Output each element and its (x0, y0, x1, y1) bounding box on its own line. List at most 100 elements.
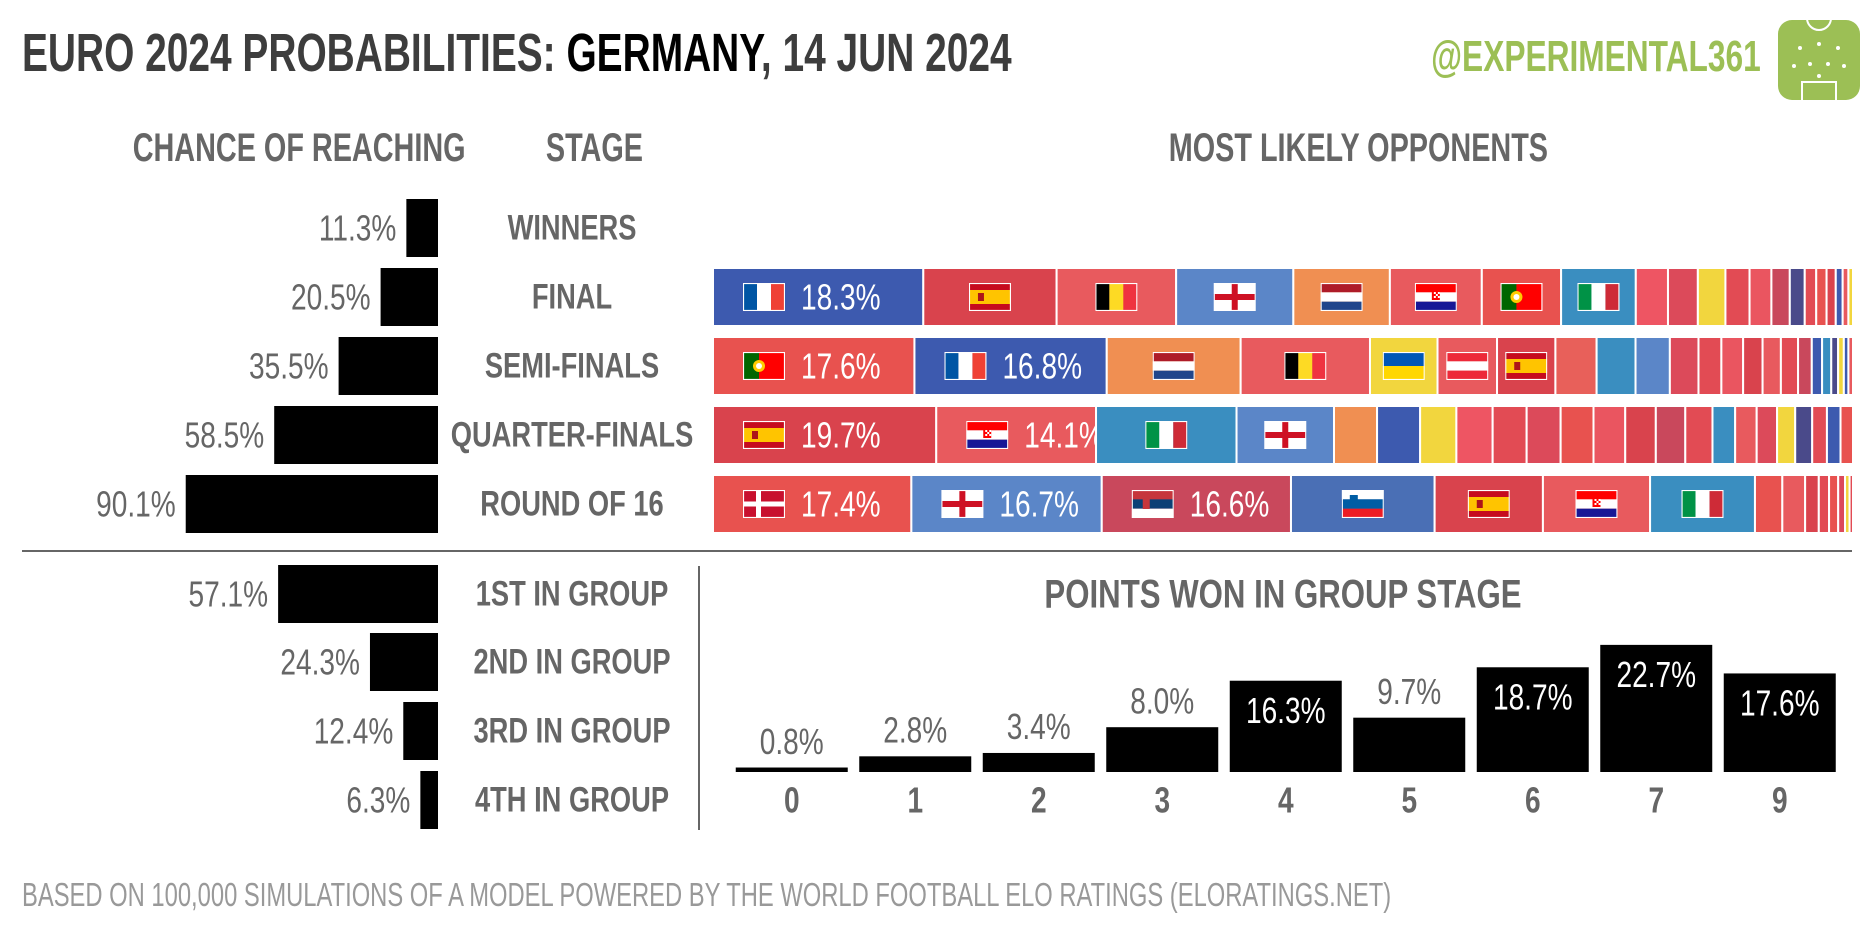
points-value-label-group: 3.4% (1007, 707, 1071, 747)
opponent-segment (1811, 405, 1828, 465)
opponent-segment (1095, 405, 1238, 465)
group-bar-1 (369, 633, 438, 691)
points-value-label-group: 16.3% (1246, 691, 1326, 731)
opponent-segment (1711, 405, 1737, 465)
group-stage-label: 3RD IN GROUP (473, 711, 670, 750)
points-tick-label: 1 (907, 780, 923, 820)
flag-holder (743, 421, 785, 449)
points-tick-label-group: 5 (1401, 780, 1417, 820)
points-tick-label: 9 (1772, 780, 1788, 820)
points-value-label-group: 0.8% (760, 721, 824, 761)
flag-holder (1575, 490, 1618, 518)
opponent-percentage: 19.7% (801, 415, 881, 455)
opponent-segment (1810, 336, 1824, 396)
points-chart-title-group: POINTS WON IN GROUP STAGE (1044, 572, 1521, 617)
opponent-segment (1654, 405, 1687, 465)
opponent-percentage: 17.6% (801, 346, 881, 386)
france-flag-icon (944, 352, 987, 380)
opponent-segment (1376, 405, 1422, 465)
stage-label: SEMI-FINALS (485, 346, 659, 385)
austria-flag-icon (1446, 352, 1489, 380)
group-finish-chart: 57.1% 1ST IN GROUP 24.3% 2ND IN GROUP 12.4% 3… (189, 565, 671, 829)
stage-label-group: SEMI-FINALS (485, 346, 659, 385)
flag-holder (1320, 283, 1363, 311)
points-value-label: 17.6% (1740, 683, 1820, 723)
stage-label-group: QUARTER-FINALS (451, 415, 694, 454)
group-stage-label-group: 2ND IN GROUP (473, 642, 670, 681)
points-bar-5 (1353, 717, 1466, 772)
flag-holder (743, 352, 785, 380)
stage-label: WINNERS (508, 208, 637, 247)
italy-flag-icon (1681, 490, 1724, 518)
opponent-percentage-group: 18.3% (801, 277, 881, 317)
flag-holder (1284, 352, 1327, 380)
reach-value-label-group: 35.5% (249, 346, 329, 386)
group-stage-label: 4TH IN GROUP (475, 780, 669, 819)
reach-bar-1 (380, 268, 438, 326)
opponent-segment (1825, 405, 1842, 465)
opponent-segment (1817, 474, 1831, 534)
group-value-label: 12.4% (314, 711, 394, 751)
flag-holder (1095, 283, 1138, 311)
denmark-flag-icon (743, 490, 785, 518)
flag-holder (743, 490, 785, 518)
flag-holder (1382, 352, 1425, 380)
points-value-label-group: 17.6% (1740, 683, 1820, 723)
points-tick-label: 4 (1278, 780, 1294, 820)
opponent-segment (1753, 474, 1784, 534)
points-value-label-group: 8.0% (1130, 681, 1194, 721)
portugal-flag-icon (743, 352, 785, 380)
reach-value-label: 11.3% (319, 208, 396, 248)
points-value-label: 3.4% (1007, 707, 1071, 747)
group-stage-label-group: 3RD IN GROUP (473, 711, 670, 750)
opponent-segment (1554, 336, 1598, 396)
opponent-segment (1839, 405, 1854, 465)
reach-value-label-group: 90.1% (96, 484, 176, 524)
opponent-percentage: 16.6% (1190, 484, 1270, 524)
opponent-segment (1788, 267, 1806, 327)
flag-holder (1145, 421, 1188, 449)
opponent-segment (1804, 474, 1820, 534)
points-chart: POINTS WON IN GROUP STAGE 0.8% 0 2.8% 1 3.4% 2… (735, 572, 1836, 820)
points-bar-0 (735, 767, 848, 772)
points-value-label: 2.8% (883, 710, 947, 750)
flag-holder (1213, 283, 1256, 311)
netherlands-flag-icon (1320, 283, 1363, 311)
points-tick-label: 0 (784, 780, 800, 820)
points-bar-9 (1723, 673, 1836, 772)
points-value-label: 22.7% (1616, 655, 1696, 695)
opponent-segment (1734, 405, 1758, 465)
points-value-label-group: 9.7% (1377, 672, 1441, 712)
stage-label-group: FINAL (532, 277, 612, 316)
group-value-label: 6.3% (346, 780, 410, 820)
points-value-label-group: 18.7% (1493, 677, 1573, 717)
reach-bar-3 (274, 406, 438, 464)
opponent-segment (1697, 336, 1723, 396)
opponent-segment (1592, 405, 1627, 465)
opponent-segment (1634, 267, 1669, 327)
reach-value-label: 35.5% (249, 346, 329, 386)
belgium-flag-icon (1095, 283, 1138, 311)
opponent-percentage-group: 16.7% (999, 484, 1079, 524)
flag-holder (1577, 283, 1620, 311)
opponents-column-header: MOST LIKELY OPPONENTS (1168, 126, 1549, 170)
opponent-segment (1797, 336, 1813, 396)
points-bar-7 (1600, 644, 1713, 772)
opponent-segment (1776, 405, 1797, 465)
group-value-label-group: 24.3% (280, 642, 360, 682)
spain-flag-icon (1505, 352, 1548, 380)
opponent-segment (1491, 405, 1528, 465)
italy-flag-icon (1577, 283, 1620, 311)
points-tick-label: 6 (1525, 780, 1541, 820)
opponent-segment (1815, 267, 1828, 327)
group-stage-label: 1ST IN GROUP (476, 574, 669, 613)
flag-holder (968, 283, 1011, 311)
spain-flag-icon (743, 421, 785, 449)
points-value-label: 8.0% (1130, 681, 1194, 721)
flag-holder (1131, 490, 1174, 518)
opponent-percentage-group: 14.1% (1024, 415, 1104, 455)
reach-bar-2 (338, 337, 438, 395)
opponent-segment (1781, 474, 1807, 534)
